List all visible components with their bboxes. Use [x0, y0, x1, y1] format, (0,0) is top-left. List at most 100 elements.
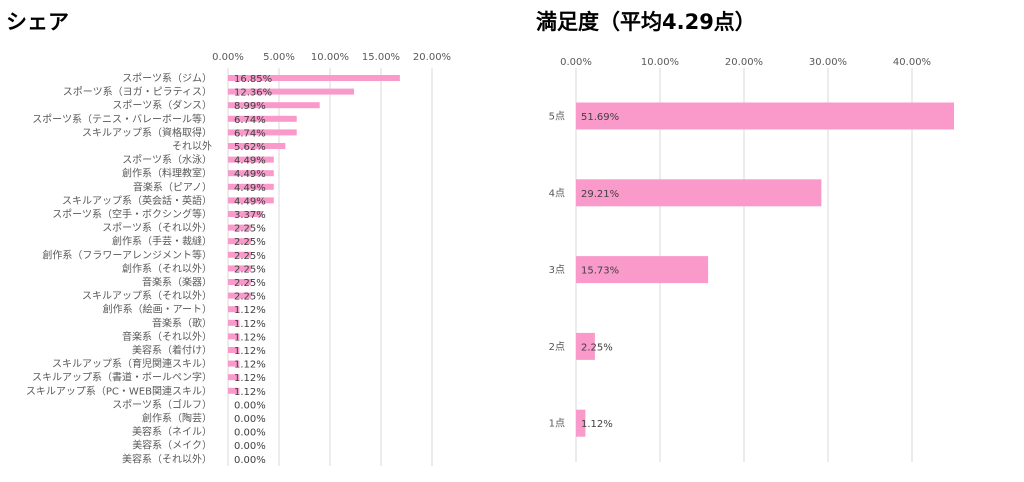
data-label: 6.74% — [234, 128, 266, 139]
category-label: 音楽系（歌） — [152, 316, 212, 329]
bar — [228, 129, 297, 136]
category-label: 2点 — [549, 341, 565, 353]
bar — [576, 179, 822, 207]
data-label: 2.25% — [234, 224, 266, 235]
bar — [576, 332, 595, 360]
bar — [576, 256, 709, 284]
data-label: 2.25% — [234, 278, 266, 289]
bar — [576, 409, 586, 437]
data-label: 1.12% — [581, 419, 613, 430]
category-label: 創作系（料理教室） — [122, 167, 212, 180]
category-label: スキルアップ系（書道・ボールペン字） — [32, 371, 212, 384]
category-label: 1点 — [549, 418, 565, 430]
data-label: 2.25% — [234, 237, 266, 248]
bar — [228, 238, 251, 245]
category-label: 3点 — [549, 264, 565, 276]
bar — [228, 88, 355, 95]
data-label: 5.62% — [234, 142, 266, 153]
data-label: 8.99% — [234, 101, 266, 112]
bar — [228, 292, 251, 299]
category-label: スキルアップ系（育児関連スキル） — [52, 357, 212, 370]
category-label: スポーツ系（それ以外） — [102, 222, 212, 234]
data-label: 0.00% — [234, 455, 266, 466]
bar — [228, 279, 251, 285]
bar — [228, 75, 400, 81]
x-tick-label: 20.00% — [413, 52, 451, 63]
category-label: それ以外 — [172, 141, 212, 153]
bar — [228, 197, 274, 204]
data-label: 2.25% — [234, 292, 266, 303]
x-tick-label: 0.00% — [560, 57, 592, 68]
category-label: スポーツ系（テニス・バレーボール等） — [32, 112, 212, 125]
bar — [228, 170, 274, 177]
satisfaction-chart-title: 満足度（平均4.29点） — [536, 10, 756, 34]
bar — [228, 102, 320, 109]
data-label: 3.37% — [234, 210, 266, 221]
category-label: 創作系（それ以外） — [122, 263, 212, 275]
bar — [228, 211, 263, 217]
data-label: 1.12% — [234, 360, 266, 371]
category-label: 美容系（それ以外） — [122, 452, 212, 465]
data-label: 12.36% — [234, 88, 272, 99]
x-tick-label: 20.00% — [725, 57, 763, 68]
x-tick-label: 5.00% — [263, 52, 295, 63]
category-label: 4点 — [549, 187, 565, 199]
category-label: スポーツ系（空手・ボクシング等） — [52, 208, 212, 221]
data-label: 1.12% — [234, 373, 266, 384]
category-label: スキルアップ系（英会話・英語） — [62, 194, 212, 207]
bar — [228, 265, 251, 272]
share-chart-title: シェア — [6, 10, 69, 34]
category-label: 美容系（着付け） — [132, 344, 212, 357]
x-tick-label: 10.00% — [311, 52, 349, 63]
bar — [228, 143, 286, 149]
bar — [228, 251, 251, 258]
data-label: 51.69% — [581, 112, 619, 123]
x-tick-label: 40.00% — [893, 57, 931, 68]
data-label: 0.00% — [234, 441, 266, 452]
category-label: 音楽系（ピアノ） — [133, 180, 212, 193]
category-label: 音楽系（楽器） — [142, 276, 212, 289]
data-label: 1.12% — [234, 319, 266, 330]
data-label: 4.49% — [234, 183, 266, 194]
data-label: 15.73% — [581, 266, 619, 277]
bar — [228, 183, 274, 190]
category-label: 美容系（メイク） — [132, 439, 212, 452]
data-label: 2.25% — [234, 264, 266, 275]
category-label: スキルアップ系（PC・WEB関連スキル） — [26, 384, 212, 397]
x-tick-label: 0.00% — [212, 52, 244, 63]
data-label: 0.00% — [234, 400, 266, 411]
category-label: スキルアップ系（それ以外） — [82, 290, 212, 302]
category-label: 5点 — [549, 111, 565, 123]
bar — [228, 224, 251, 231]
bar — [228, 387, 240, 394]
category-label: スポーツ系（ダンス） — [112, 99, 212, 112]
data-label: 4.49% — [234, 169, 266, 180]
data-label: 0.00% — [234, 414, 266, 425]
bar — [228, 156, 274, 163]
data-label: 6.74% — [234, 115, 266, 126]
data-label: 4.49% — [234, 156, 266, 167]
data-label: 1.12% — [234, 346, 266, 357]
data-label: 2.25% — [234, 251, 266, 262]
category-label: スポーツ系（ジム） — [122, 73, 212, 85]
data-label: 1.12% — [234, 305, 266, 316]
data-label: 1.12% — [234, 332, 266, 343]
data-label: 0.00% — [234, 428, 266, 439]
category-label: 創作系（フラワーアレンジメント等） — [42, 248, 212, 261]
category-label: スポーツ系（ヨガ・ピラティス） — [63, 86, 212, 98]
bar — [228, 306, 240, 313]
category-label: 美容系（ネイル） — [132, 425, 212, 438]
bar — [228, 374, 240, 381]
category-label: 音楽系（それ以外） — [122, 330, 212, 343]
bar — [228, 333, 240, 340]
data-label: 16.85% — [234, 74, 272, 85]
bar — [228, 115, 297, 122]
data-label: 29.21% — [581, 189, 619, 200]
bar — [576, 102, 954, 130]
category-label: スキルアップ系（資格取得） — [82, 126, 212, 139]
category-label: 創作系（手芸・裁縫） — [112, 235, 212, 248]
data-label: 4.49% — [234, 196, 266, 207]
data-label: 2.25% — [581, 342, 613, 353]
